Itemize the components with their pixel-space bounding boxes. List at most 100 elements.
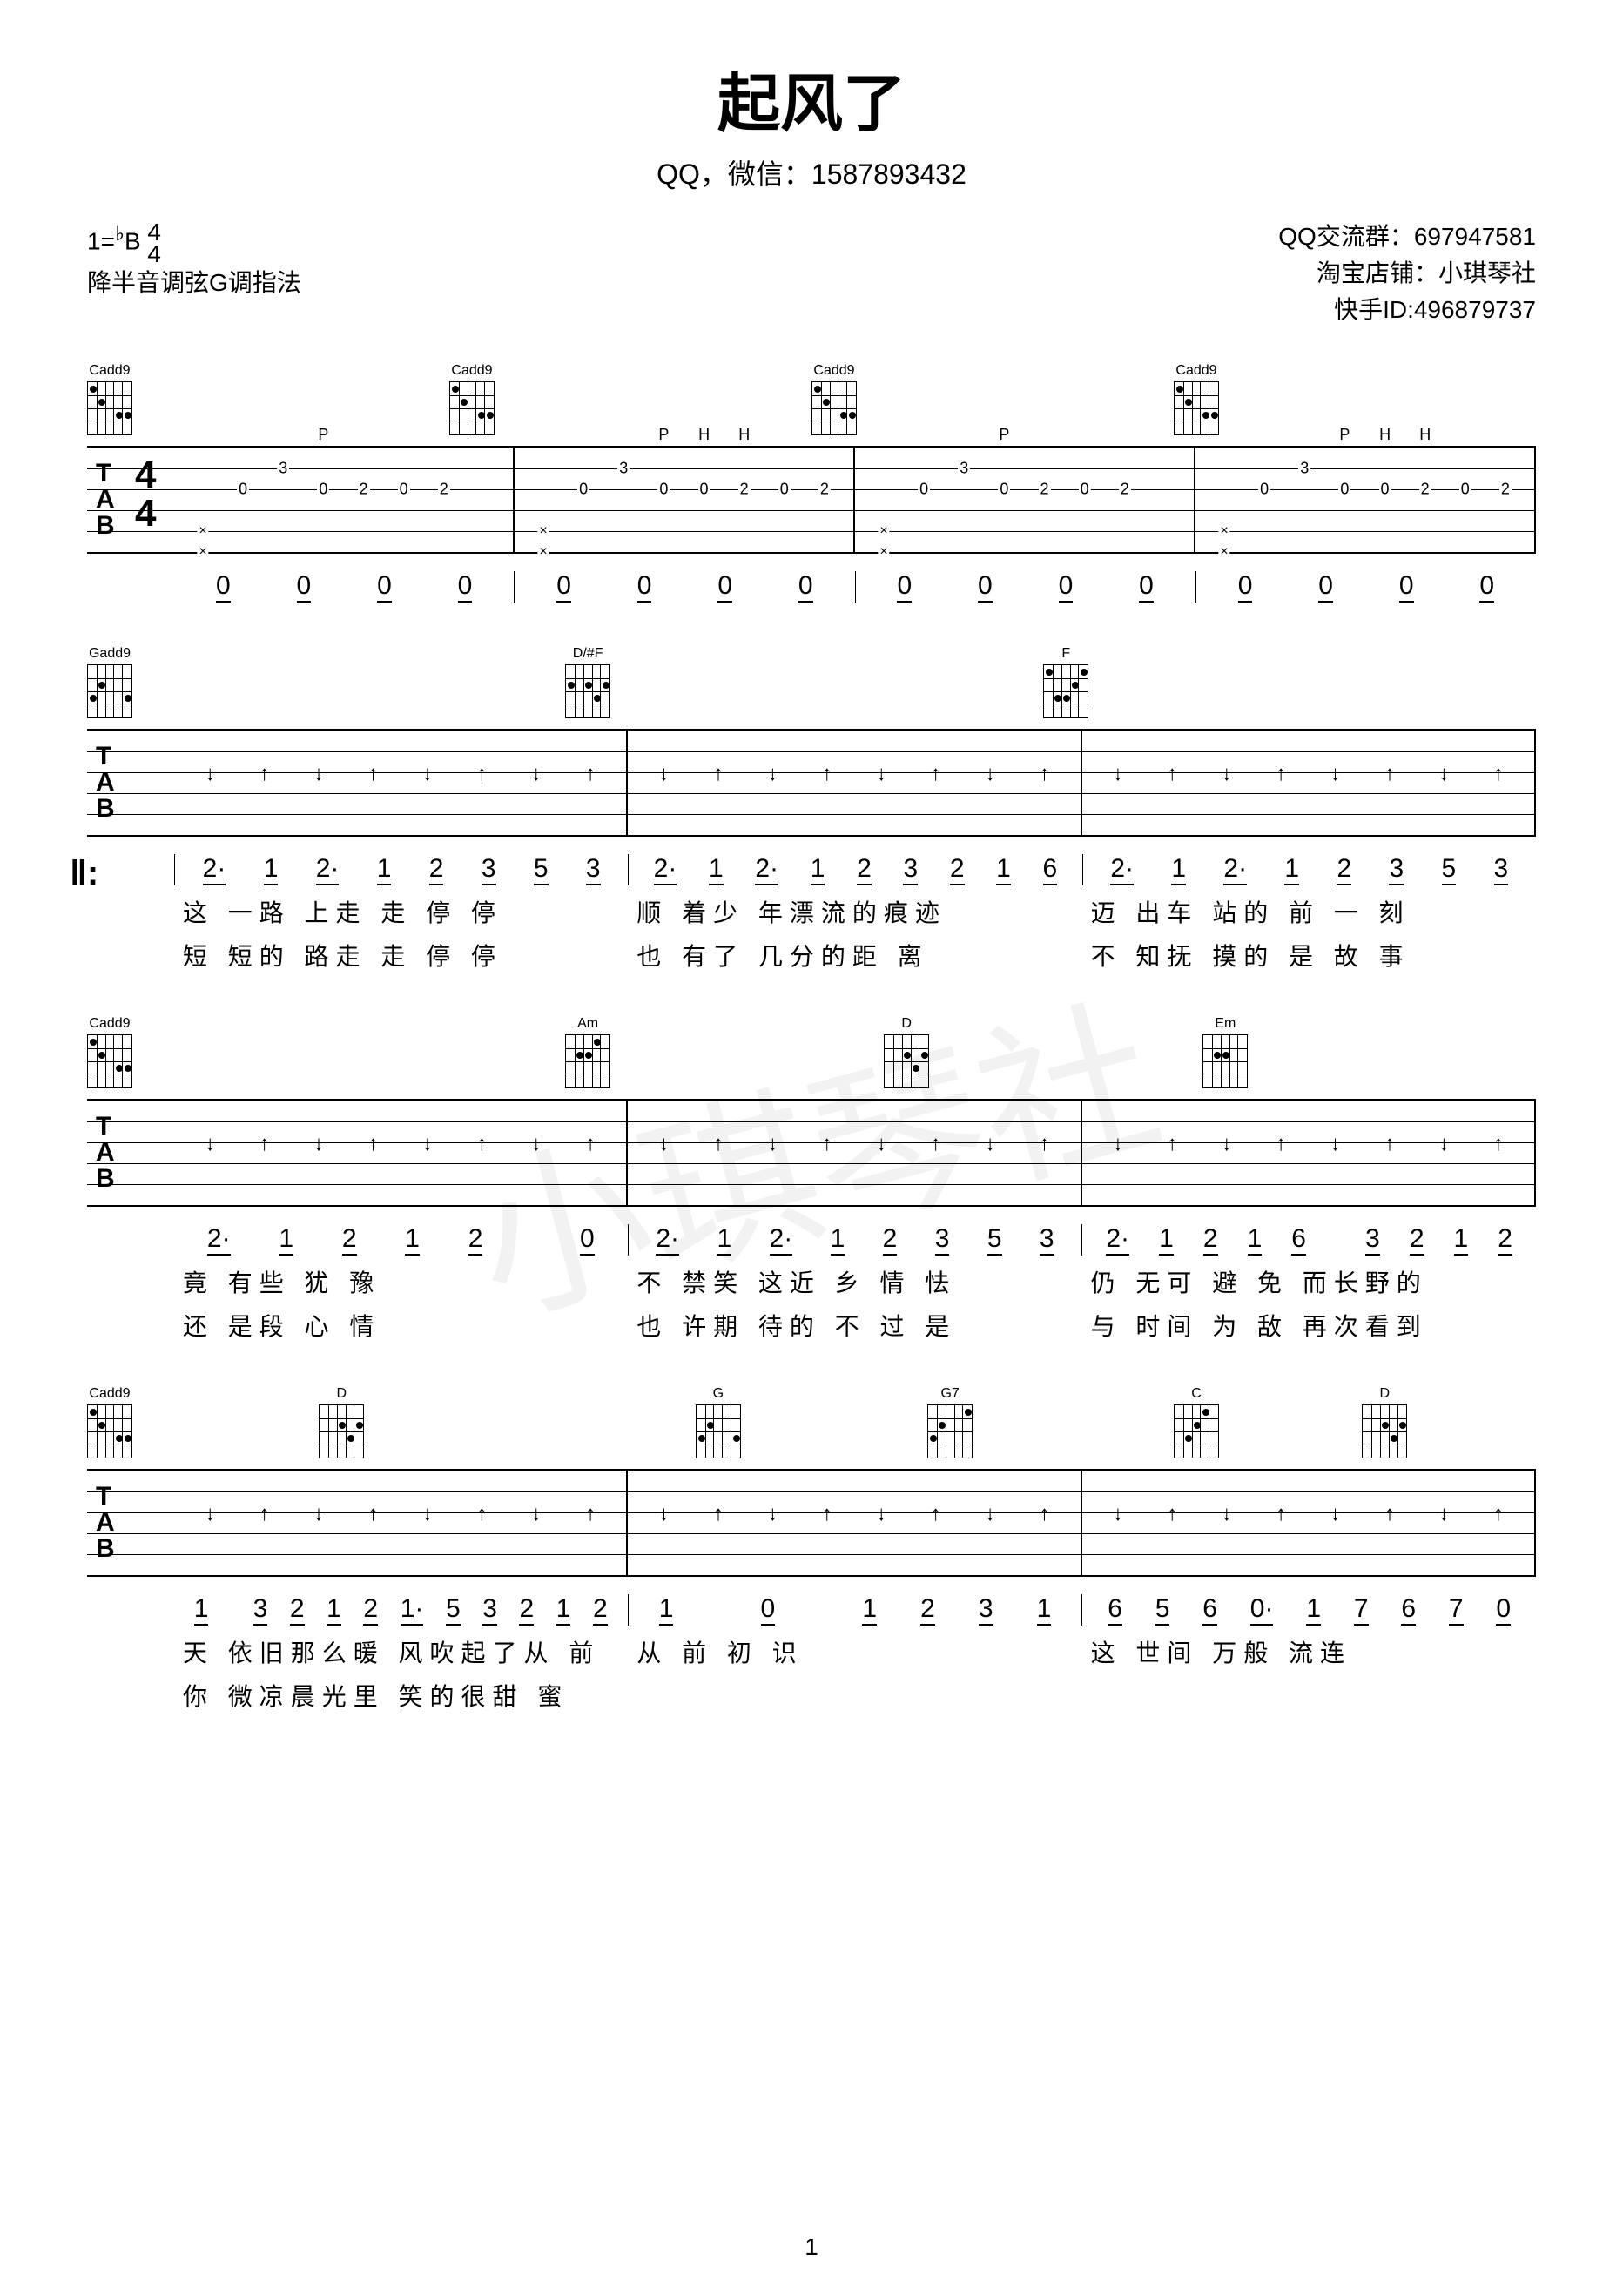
taobao-shop: 淘宝店铺：小琪琴社 <box>1278 255 1536 292</box>
fret-number: 0 <box>657 481 670 499</box>
strum-column: ↑ <box>1471 731 1525 835</box>
strum-column: ↑ <box>1471 1101 1525 1205</box>
lyric-text: 你 微凉晨光里 笑的很甜 蜜 <box>183 1678 569 1713</box>
chord-diagram <box>812 381 857 435</box>
notation-note: 2· <box>203 854 226 885</box>
fret-number: 0 <box>778 481 791 499</box>
notation-note: 6 <box>1202 1594 1217 1626</box>
fret-number: 0 <box>1079 481 1091 499</box>
strum-column: ↓ <box>1091 1471 1145 1575</box>
tab-clef: TAB <box>96 461 115 539</box>
strum-up-icon: ↑ <box>585 1502 596 1526</box>
notation-note: 1 <box>831 1224 845 1256</box>
notation-note: 5 <box>987 1224 1002 1256</box>
note-column: 0 <box>563 448 603 552</box>
notation-note: 2 <box>950 854 965 885</box>
strum-down-icon: ↓ <box>422 1132 433 1156</box>
note-column: 0 <box>764 448 805 552</box>
strum-up-icon: ↑ <box>1384 1502 1395 1526</box>
notation-measure: 0000 <box>174 571 514 603</box>
strum-column: ↓ <box>509 731 563 835</box>
meta-right: QQ交流群：697947581 淘宝店铺：小琪琴社 快手ID:496879737 <box>1278 219 1536 328</box>
strum-column: ↓ <box>1091 731 1145 835</box>
measure: ↓↑↓↑↓↑↓↑ <box>174 1101 626 1205</box>
strum-column: ↓ <box>292 731 346 835</box>
notation-note: 0 <box>978 571 993 603</box>
strum-column: ↓ <box>963 1101 1017 1205</box>
strum-column: ↓ <box>183 1471 237 1575</box>
strum-down-icon: ↓ <box>1330 762 1341 786</box>
lyric-text: 顺 着少 年漂流的痕迹 <box>636 894 946 929</box>
chord-block: D <box>319 1386 364 1458</box>
notation-note: 0 <box>1496 1594 1511 1626</box>
strum-column: ↑ <box>691 1101 745 1205</box>
notation-note: 6 <box>1043 854 1058 885</box>
measure: ↓↑↓↑↓↑↓↑ <box>1082 1471 1534 1575</box>
chord-block: G7 <box>927 1386 973 1458</box>
fret-number: 2 <box>1119 481 1131 499</box>
chord-diagram <box>87 381 132 435</box>
strum-column: ↑ <box>563 731 617 835</box>
chord-name: Em <box>1215 1016 1236 1032</box>
fret-number: 2 <box>358 481 370 499</box>
strum-up-icon: ↑ <box>1276 1502 1286 1526</box>
technique-label: H <box>698 426 710 444</box>
strum-down-icon: ↓ <box>422 1502 433 1526</box>
note-column: ×× <box>1204 448 1244 552</box>
notation-note: 1 <box>1454 1224 1469 1256</box>
strum-down-icon: ↓ <box>767 1502 778 1526</box>
strum-up-icon: ↑ <box>367 1502 378 1526</box>
tab-staff: TAB↓↑↓↑↓↑↓↑↓↑↓↑↓↑↓↑↓↑↓↑↓↑↓↑ <box>87 729 1536 837</box>
chord-diagram <box>884 1034 929 1088</box>
notation-note: 2· <box>654 854 677 885</box>
chord-diagram <box>927 1404 973 1458</box>
strum-column: ↑ <box>1145 1101 1199 1205</box>
strum-column: ↑ <box>1017 1101 1071 1205</box>
notation-note: 2· <box>316 854 340 885</box>
strum-column: ↓ <box>509 1101 563 1205</box>
notation-note: 2 <box>920 1594 935 1626</box>
strum-down-icon: ↓ <box>1222 1132 1232 1156</box>
lyric-measure: 这 一路 上走 走 停 停 <box>174 894 628 929</box>
strum-column: ↓ <box>292 1101 346 1205</box>
qq-group: QQ交流群：697947581 <box>1278 219 1536 255</box>
notation-note: 0 <box>1318 571 1333 603</box>
notation-note: 0 <box>580 1224 595 1256</box>
lyric-measure: 也 有了 几分的距 离 <box>628 938 1081 973</box>
notation-note: 1 <box>862 1594 877 1626</box>
chord-diagram <box>87 664 132 718</box>
strum-up-icon: ↑ <box>1276 762 1286 786</box>
notation-note: 2· <box>770 1224 793 1256</box>
notation-note: 3 <box>1389 854 1404 885</box>
notation-row: 132121·532121012316560·17670 <box>87 1594 1536 1626</box>
notation-measure: 132121·53212 <box>174 1594 628 1626</box>
strum-column: ↑ <box>455 1471 508 1575</box>
chord-name: D <box>1380 1386 1391 1402</box>
strum-column: ↓ <box>636 1471 690 1575</box>
chord-name: Am <box>577 1016 598 1032</box>
note-column: 3 <box>944 448 984 552</box>
strum-column: ↑ <box>908 1471 962 1575</box>
strum-column: ↑ <box>1363 731 1417 835</box>
notation-note: 0· <box>1250 1594 1274 1626</box>
strum-column: ↑ <box>1471 1471 1525 1575</box>
notation-note: 2· <box>1110 854 1134 885</box>
lyric-text: 还 是段 心 情 <box>183 1308 380 1343</box>
chord-name: D <box>336 1386 347 1402</box>
lyric-measure: 你 微凉晨光里 笑的很甜 蜜 <box>174 1678 628 1713</box>
lyric-row-1: 这 一路 上走 走 停 停顺 着少 年漂流的痕迹 迈 出车 站的 前 一 刻 <box>87 894 1536 929</box>
notation-note: 1 <box>1171 854 1186 885</box>
notation-note: 3 <box>1040 1224 1054 1256</box>
strum-up-icon: ↑ <box>1039 1502 1049 1526</box>
strum-down-icon: ↓ <box>659 1132 670 1156</box>
strum-down-icon: ↓ <box>1330 1502 1341 1526</box>
notation-measure: 2·12120 <box>174 1224 628 1256</box>
note-column: 2 <box>344 448 384 552</box>
lyric-text: 天 依旧那么暖 风吹起了从 前 <box>183 1634 600 1669</box>
notation-note: 0 <box>1059 571 1074 603</box>
strum-column: ↑ <box>563 1101 617 1205</box>
lyric-measure: 迈 出车 站的 前 一 刻 <box>1082 894 1536 929</box>
strum-column: ↓ <box>401 731 455 835</box>
fret-number: 2 <box>438 481 450 499</box>
chord-name: Cadd9 <box>813 363 854 379</box>
